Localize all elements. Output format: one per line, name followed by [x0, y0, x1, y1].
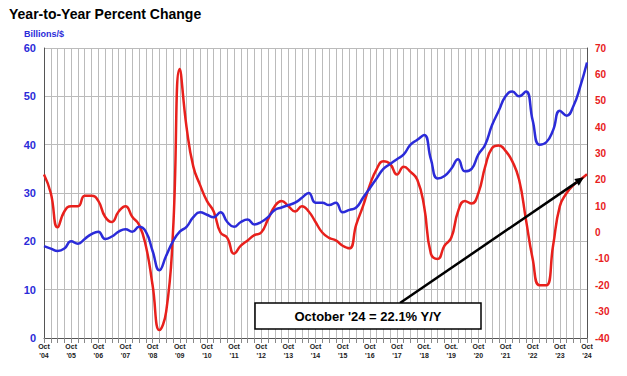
- svg-text:Oct: Oct: [581, 343, 593, 350]
- svg-text:Oct: Oct: [120, 343, 132, 350]
- svg-text:'22: '22: [528, 352, 538, 359]
- svg-text:'17: '17: [392, 352, 402, 359]
- svg-text:-30: -30: [595, 306, 610, 317]
- svg-text:Oct: Oct: [554, 343, 566, 350]
- svg-text:'20: '20: [474, 352, 484, 359]
- svg-text:20: 20: [24, 235, 36, 247]
- svg-text:Oct: Oct: [65, 343, 77, 350]
- svg-text:0: 0: [595, 227, 601, 238]
- svg-text:Billions/$: Billions/$: [24, 29, 64, 39]
- svg-text:'18: '18: [419, 352, 429, 359]
- svg-text:'05: '05: [66, 352, 76, 359]
- svg-text:Oct: Oct: [527, 343, 539, 350]
- svg-text:'13: '13: [284, 352, 294, 359]
- svg-text:'23: '23: [555, 352, 565, 359]
- svg-text:Oct: Oct: [283, 343, 295, 350]
- svg-text:'06: '06: [94, 352, 104, 359]
- svg-text:'08: '08: [148, 352, 158, 359]
- svg-text:Oct: Oct: [38, 343, 50, 350]
- svg-text:0: 0: [30, 332, 36, 344]
- svg-text:October '24 = 22.1% Y/Y: October '24 = 22.1% Y/Y: [294, 309, 441, 324]
- svg-text:40: 40: [595, 122, 607, 133]
- svg-text:'19: '19: [447, 352, 457, 359]
- svg-text:40: 40: [24, 139, 36, 151]
- svg-text:Oct: Oct: [228, 343, 240, 350]
- svg-text:10: 10: [24, 284, 36, 296]
- svg-text:Oct: Oct: [174, 343, 186, 350]
- svg-text:10: 10: [595, 201, 607, 212]
- svg-text:'07: '07: [121, 352, 131, 359]
- svg-text:'14: '14: [311, 352, 321, 359]
- svg-text:Oct: Oct: [255, 343, 267, 350]
- svg-text:Oct: Oct: [391, 343, 403, 350]
- svg-text:'10: '10: [202, 352, 212, 359]
- svg-text:'12: '12: [256, 352, 266, 359]
- svg-text:Oct: Oct: [147, 343, 159, 350]
- svg-text:30: 30: [595, 148, 607, 159]
- svg-text:Oct: Oct: [500, 343, 512, 350]
- svg-text:Year-to-Year Percent Change: Year-to-Year Percent Change: [9, 6, 201, 22]
- svg-text:Oct: Oct: [201, 343, 213, 350]
- svg-text:Oct: Oct: [92, 343, 104, 350]
- svg-text:Oct.: Oct.: [417, 343, 431, 350]
- svg-text:Oct: Oct: [364, 343, 376, 350]
- svg-text:30: 30: [24, 187, 36, 199]
- svg-text:'16: '16: [365, 352, 375, 359]
- svg-text:Oct: Oct: [310, 343, 322, 350]
- svg-text:'09: '09: [175, 352, 185, 359]
- svg-text:60: 60: [24, 42, 36, 54]
- svg-text:-40: -40: [595, 333, 610, 344]
- svg-text:'21: '21: [501, 352, 511, 359]
- svg-text:Oct: Oct: [337, 343, 349, 350]
- svg-text:'04: '04: [39, 352, 49, 359]
- svg-text:'15: '15: [338, 352, 348, 359]
- svg-text:-20: -20: [595, 280, 610, 291]
- svg-text:Oct: Oct: [473, 343, 485, 350]
- svg-text:20: 20: [595, 174, 607, 185]
- svg-text:50: 50: [595, 95, 607, 106]
- svg-text:50: 50: [24, 90, 36, 102]
- svg-text:70: 70: [595, 43, 607, 54]
- svg-text:-10: -10: [595, 253, 610, 264]
- svg-text:60: 60: [595, 69, 607, 80]
- svg-text:'11: '11: [230, 352, 239, 359]
- svg-text:'24: '24: [582, 352, 592, 359]
- svg-text:Oct.: Oct.: [444, 343, 458, 350]
